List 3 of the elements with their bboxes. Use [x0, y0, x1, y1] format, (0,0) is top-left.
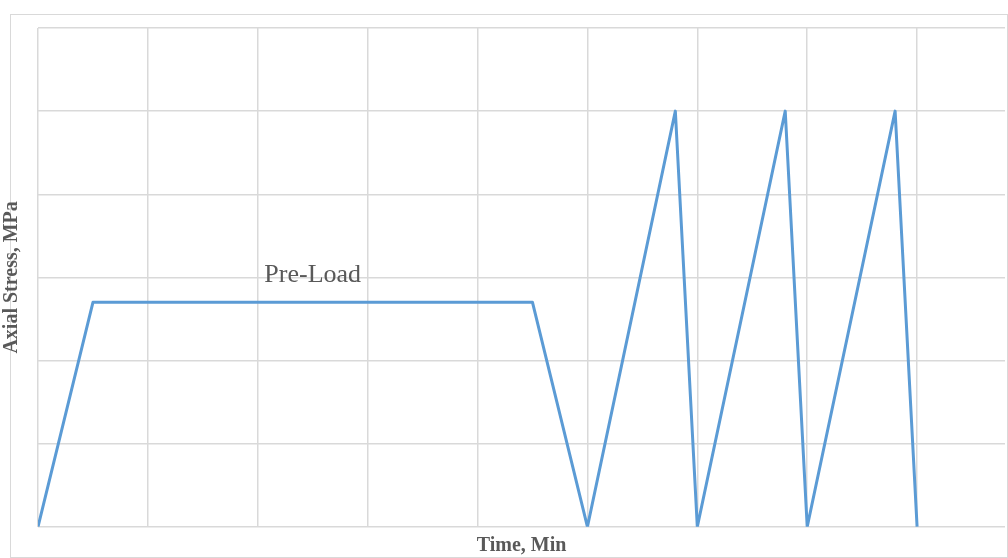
x-axis-title: Time, Min	[476, 533, 567, 556]
y-axis-title: Axial Stress, MPa	[0, 201, 22, 354]
annotation: Pre-Load	[264, 259, 362, 289]
